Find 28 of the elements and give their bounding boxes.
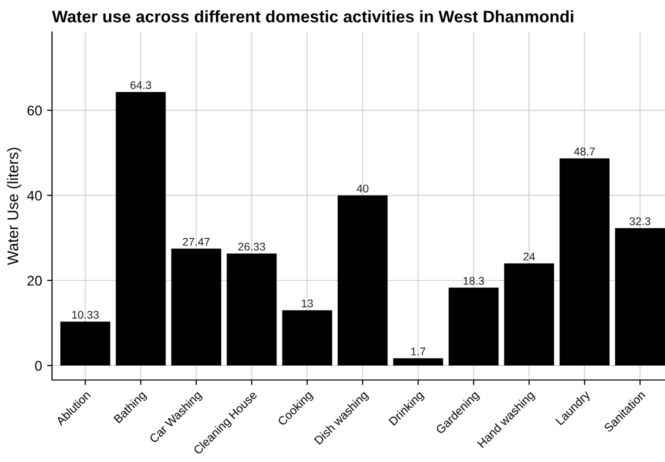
chart-title: Water use across different domestic activities in West Dhanmondi [52,10,574,22]
bar [504,263,554,366]
data-label: 13 [302,299,313,308]
data-label: 10.33 [72,310,99,319]
y-tick-label: 20 [28,276,42,286]
data-label: 40 [356,184,368,192]
y-axis-title: Water Use (liters) [7,148,22,266]
bar [393,358,444,366]
data-label: 18.3 [464,276,484,285]
bar [560,158,610,366]
data-label: 24 [523,252,535,260]
y-tick-label: 40 [27,190,42,201]
bar [171,248,222,366]
bar [60,322,110,366]
data-label: 48.7 [574,148,595,156]
data-label: 27.47 [182,238,210,246]
bar [338,195,388,366]
y-tick-label: 60 [28,106,42,116]
bar [448,288,499,366]
y-tick-label: 0 [35,360,42,371]
bar [615,228,665,366]
data-label: 26.33 [238,242,266,251]
bar [282,310,332,366]
data-label: 32.3 [630,217,650,226]
data-label: 1.7 [411,348,426,356]
data-label: 64.3 [130,81,152,90]
bar [116,92,166,366]
bar [226,254,277,366]
